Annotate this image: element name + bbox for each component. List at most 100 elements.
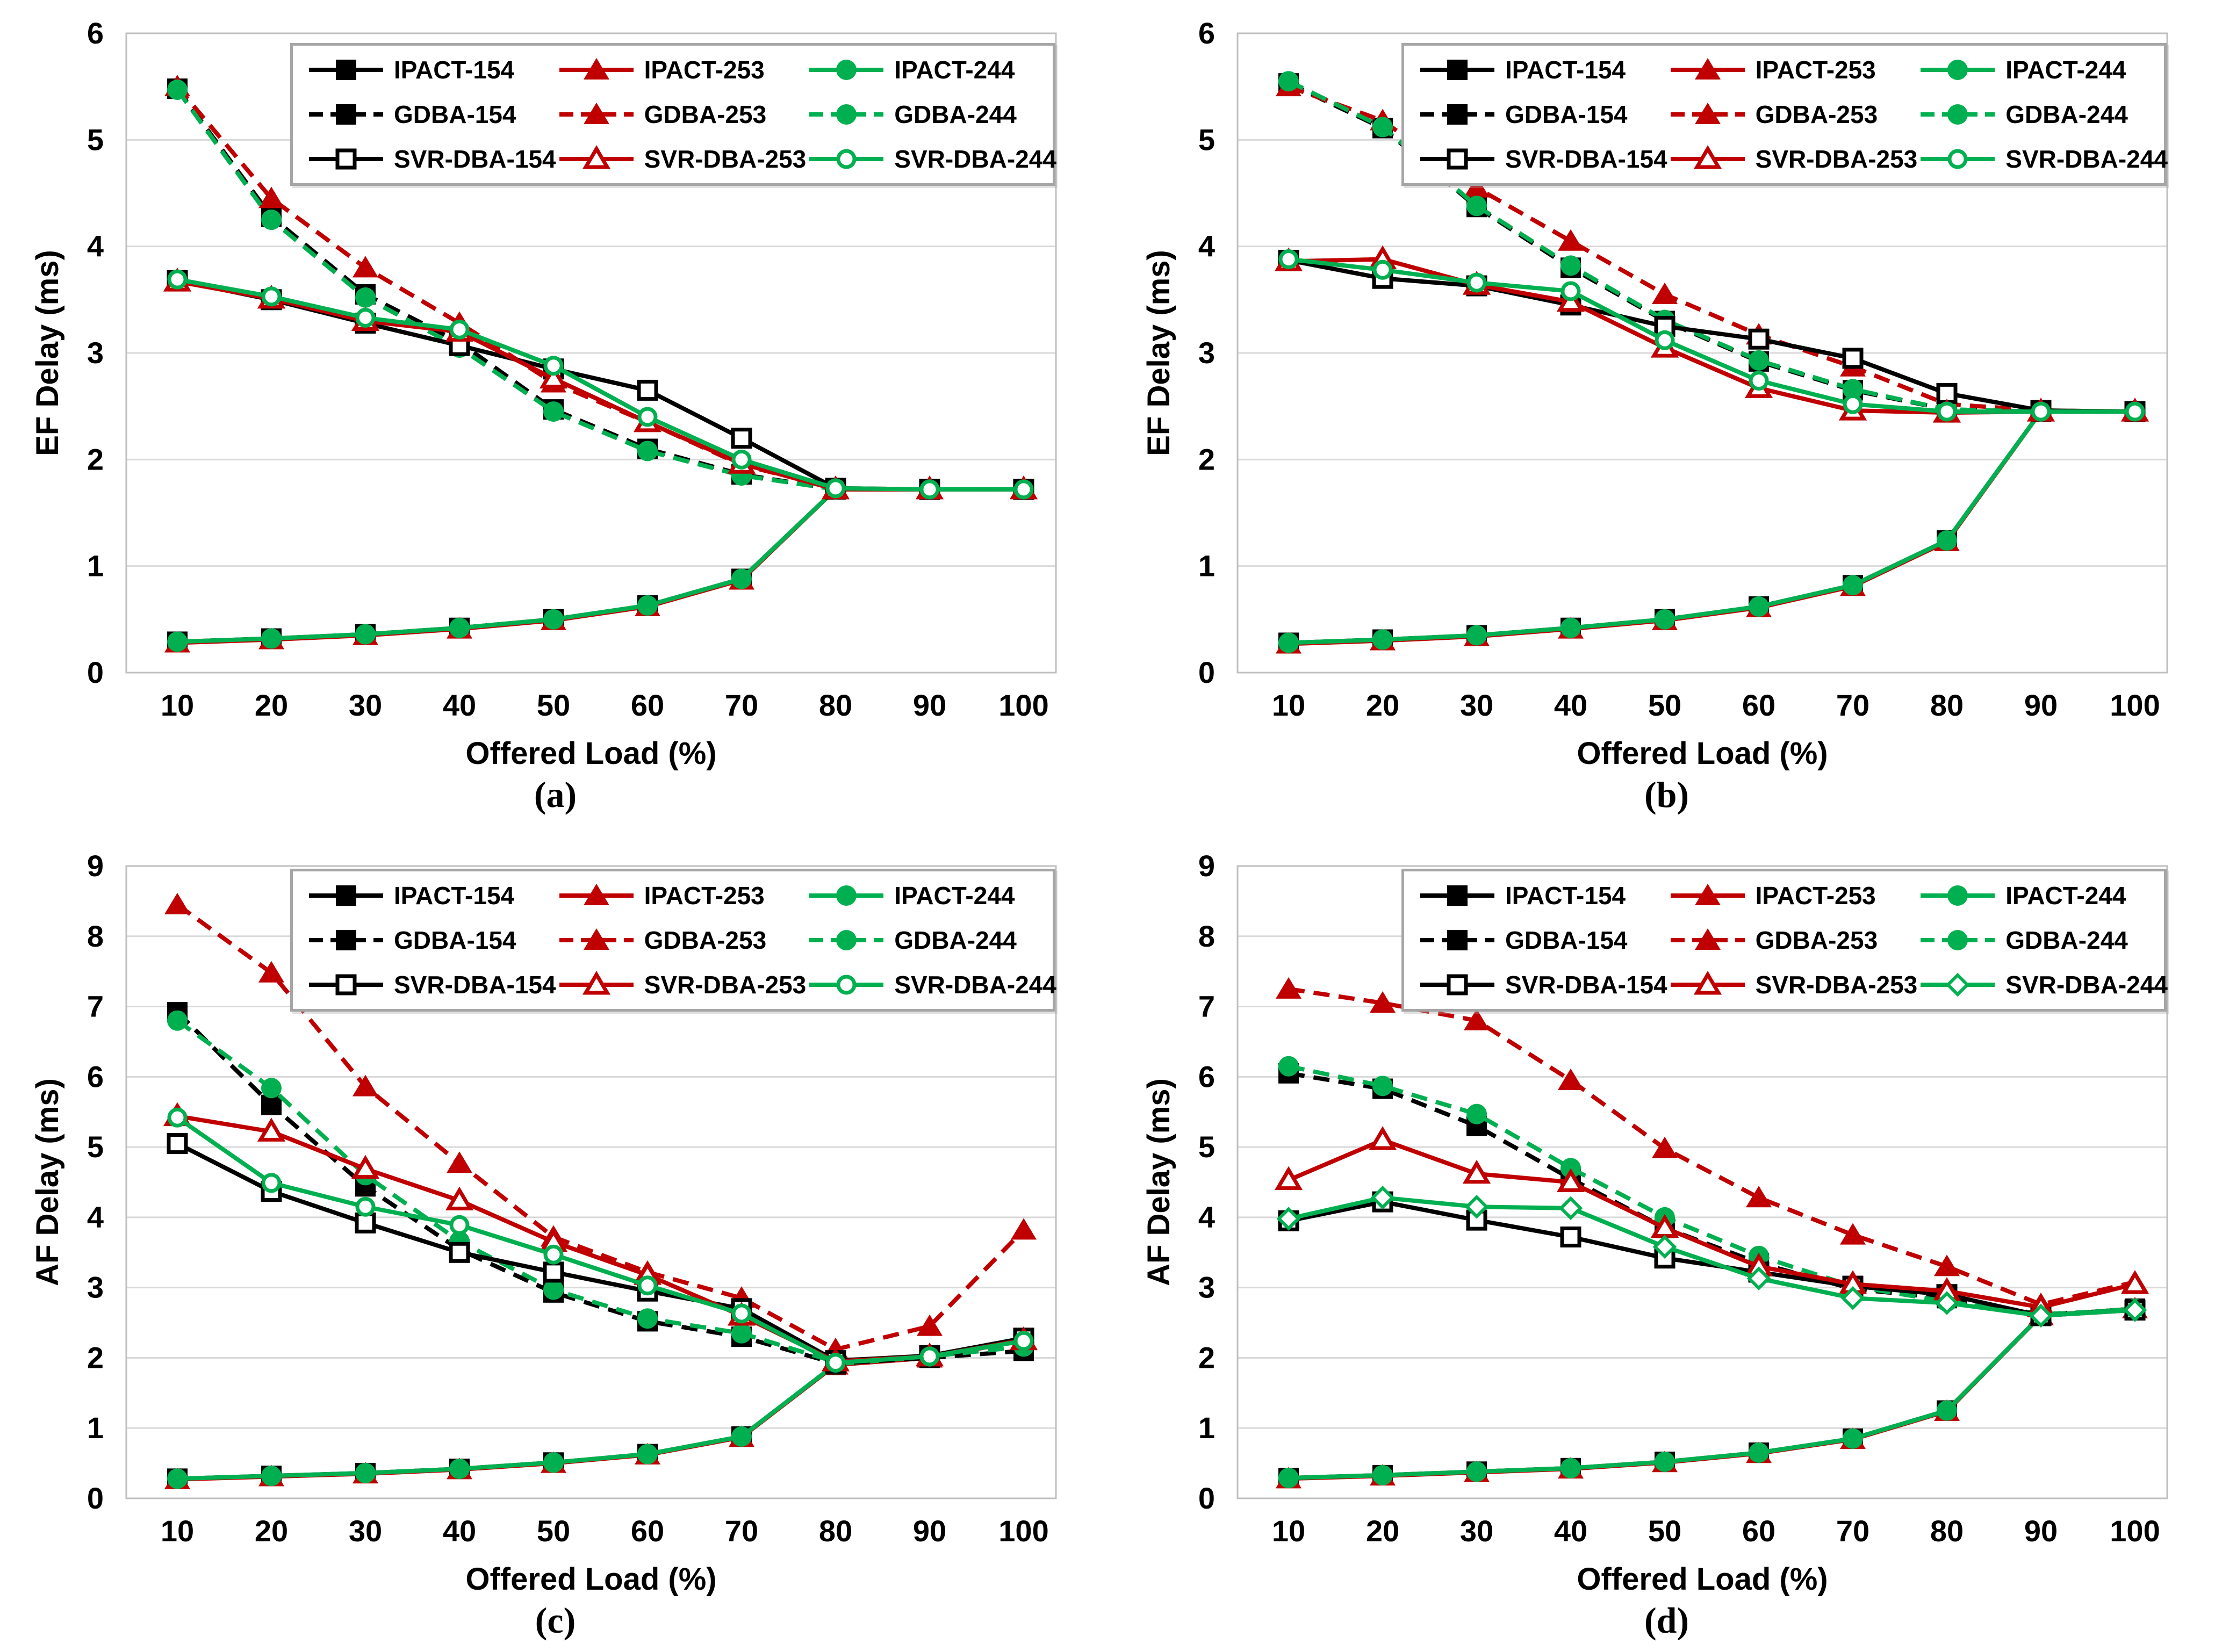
marker-circle-filled <box>261 628 282 649</box>
y-tick-label: 6 <box>1198 16 1215 50</box>
marker-diamond-open <box>1370 1186 1395 1210</box>
chart-c-caption: (c) <box>535 1600 576 1641</box>
marker-triangle-filled <box>583 928 609 950</box>
series-line <box>176 1115 1024 1365</box>
marker-triangle-filled <box>583 884 609 906</box>
legend-label: SVR-DBA-244 <box>894 145 1056 173</box>
series-line <box>177 1114 1024 1364</box>
marker-square-filled <box>1447 60 1468 81</box>
y-tick-label: 1 <box>87 1411 104 1445</box>
marker-circle-open <box>731 1303 752 1324</box>
legend-swatch-square-icon <box>1420 104 1494 125</box>
marker-circle-open <box>1013 479 1034 500</box>
y-tick-label: 9 <box>87 849 104 883</box>
marker-triangle-filled <box>1694 58 1721 80</box>
marker-triangle-filled <box>1558 1068 1584 1090</box>
legend-item: IPACT-253 <box>1667 54 1918 86</box>
plot-border <box>125 32 1057 674</box>
marker-triangle-open <box>1693 970 1722 995</box>
series-IPACT-253 <box>1276 1296 2148 1489</box>
marker-triangle-filled <box>353 1074 378 1096</box>
marker-circle-filled <box>1843 575 1863 596</box>
series-line <box>1288 409 2135 646</box>
marker-circle-filled <box>836 929 857 950</box>
series-line <box>1288 409 2135 645</box>
marker-triangle-open <box>351 1155 380 1179</box>
marker-triangle-open <box>539 364 568 389</box>
series-IPACT-253 <box>164 477 1037 653</box>
series-line <box>177 277 1024 492</box>
legend-item: IPACT-253 <box>556 54 807 86</box>
y-tick-label: 5 <box>87 1130 104 1164</box>
legend-item: IPACT-253 <box>1667 879 1918 912</box>
legend-swatch-circle-icon <box>1921 149 1995 169</box>
marker-square-open <box>335 974 357 995</box>
legend-label: SVR-DBA-253 <box>1755 970 1918 999</box>
marker-diamond-open <box>1946 972 1970 997</box>
marker-circle-filled <box>1372 629 1393 650</box>
legend-label: IPACT-244 <box>894 882 1015 910</box>
marker-circle-open <box>637 407 658 427</box>
legend-item: SVR-DBA-253 <box>556 969 806 1001</box>
marker-triangle-filled <box>583 102 609 124</box>
marker-circle-open <box>731 449 752 470</box>
marker-circle-filled <box>836 885 857 906</box>
marker-circle-open <box>836 975 857 995</box>
marker-triangle-filled <box>447 1151 472 1173</box>
series-IPACT-253 <box>1276 400 2148 654</box>
legend-item: SVR-DBA-253 <box>1667 969 1918 1001</box>
x-tick-label: 90 <box>913 1514 946 1548</box>
legend-item: SVR-DBA-244 <box>1917 143 2168 175</box>
marker-diamond-open <box>1558 1196 1583 1221</box>
marker-circle-open <box>836 149 857 169</box>
chart-d-panel: 0 1 2 3 4 5 6 7 8 9 10 20 30 40 50 60 70 80 90 100 Offered L… <box>1111 826 2222 1652</box>
series-SVR-DBA-154 <box>167 1133 1034 1372</box>
marker-circle-filled <box>1749 596 1769 617</box>
legend-swatch-circle-icon <box>1921 885 1995 906</box>
legend-swatch-circle-icon <box>809 885 884 906</box>
series-line <box>1288 1306 2135 1481</box>
plot-border <box>1236 865 2168 1499</box>
y-tick-label: 5 <box>1198 1130 1215 1164</box>
legend-swatch-square-icon <box>1420 929 1494 950</box>
legend-label: IPACT-244 <box>894 56 1015 84</box>
marker-circle-filled <box>1561 617 1581 638</box>
y-tick-label: 8 <box>87 919 104 953</box>
x-tick-label: 10 <box>161 1514 194 1548</box>
marker-circle-filled <box>1947 60 1968 81</box>
legend-item: GDBA-154 <box>306 98 556 131</box>
legend-swatch-triangle-icon <box>559 145 634 169</box>
legend-item: GDBA-154 <box>1417 98 1667 131</box>
marker-circle-open <box>355 308 376 328</box>
series-GDBA-154 <box>1278 1063 2145 1325</box>
marker-circle-filled <box>637 595 658 616</box>
legend-swatch-triangle-icon <box>1670 928 1745 950</box>
marker-square-open <box>637 379 658 401</box>
marker-triangle-filled <box>1746 1186 1772 1208</box>
y-tick-label: 0 <box>1198 1481 1215 1515</box>
y-tick-label: 1 <box>1198 1411 1215 1445</box>
marker-circle-filled <box>1561 1458 1581 1478</box>
x-tick-label: 50 <box>1648 1514 1681 1548</box>
marker-circle-filled <box>261 1078 282 1099</box>
marker-square-open <box>1748 328 1770 350</box>
chart-b-panel: 0 1 2 3 4 5 6 10 20 30 40 50 60 70 80 90 100 Offered Load… <box>1111 0 2222 826</box>
marker-circle-open <box>449 319 470 340</box>
marker-circle-open <box>637 1275 658 1296</box>
legend-label: GDBA-244 <box>2005 100 2128 128</box>
series-SVR-DBA-253 <box>163 268 1038 500</box>
legend-item: GDBA-244 <box>806 924 1056 956</box>
marker-triangle-open <box>582 145 610 169</box>
marker-triangle-open <box>582 970 610 995</box>
marker-circle-open <box>1947 149 1968 169</box>
marker-circle-filled <box>1372 117 1393 138</box>
series-line <box>1288 1195 2135 1318</box>
y-tick-label: 6 <box>1198 1059 1215 1093</box>
legend-label: GDBA-253 <box>1755 926 1878 954</box>
series-line <box>1288 1071 2135 1317</box>
x-tick-label: 30 <box>349 688 382 722</box>
legend-item: GDBA-244 <box>1917 924 2168 956</box>
legend-swatch-triangle-icon <box>1670 884 1745 906</box>
x-tick-label: 20 <box>255 1514 288 1548</box>
x-tick-label: 30 <box>1460 1514 1493 1548</box>
